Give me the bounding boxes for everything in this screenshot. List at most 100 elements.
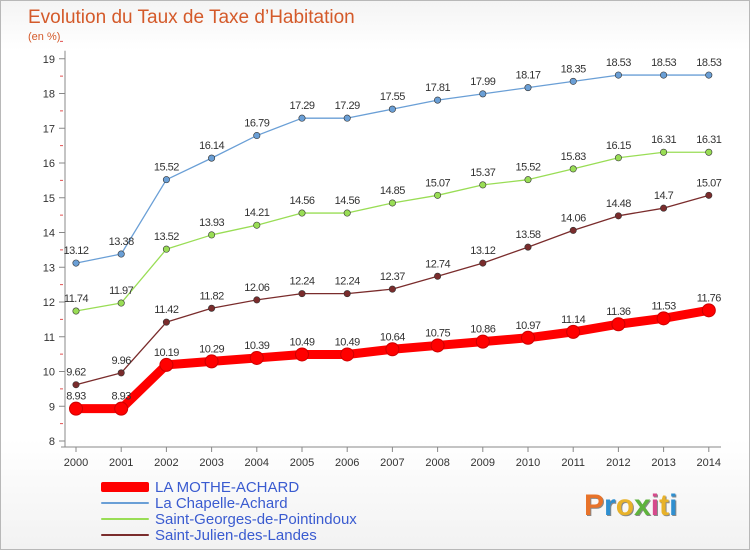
data-label: 16.31 [696,134,721,146]
x-tick-label: 2012 [606,457,630,469]
data-point [343,114,351,122]
data-point [656,311,671,326]
data-label: 11.14 [561,314,586,326]
data-point [566,324,581,339]
data-label: 15.07 [696,177,721,189]
data-label: 17.55 [380,91,405,103]
data-label: 8.93 [66,391,86,403]
x-tick-label: 2003 [199,457,223,469]
data-point [705,191,713,199]
data-point [614,71,622,79]
y-tick-label: 19 [43,54,55,66]
data-point [479,90,487,98]
data-point [117,299,125,307]
data-label: 13.12 [470,245,495,257]
data-label: 10.39 [244,340,269,352]
data-point [705,148,713,156]
data-label: 13.52 [154,231,179,243]
data-label: 11.97 [109,285,134,297]
data-label: 8.93 [111,391,131,403]
data-label: 11.76 [697,292,722,304]
data-point [614,154,622,162]
y-tick-label: 10 [43,367,55,379]
data-point [72,307,80,315]
data-point [388,199,396,207]
data-point [72,259,80,267]
proxiti-logo: Proxiti [584,489,678,522]
y-tick-label: 17 [43,123,55,135]
data-label: 14.56 [289,195,314,207]
data-point [298,114,306,122]
legend-label: Saint-Georges-de-Pointindoux [155,510,357,528]
data-point [117,250,125,258]
data-point [159,357,174,372]
data-point [162,318,170,326]
legend-swatch [101,534,149,536]
data-label: 11.36 [606,306,631,318]
data-point [524,84,532,92]
data-point [253,132,261,140]
data-label: 10.86 [470,324,495,336]
data-point [660,71,668,79]
data-point [208,154,216,162]
x-tick-label: 2000 [64,457,88,469]
data-point [298,290,306,298]
data-label: 9.62 [66,367,86,379]
data-point [524,243,532,251]
y-tick-label: 15 [43,193,55,205]
data-point [343,209,351,217]
data-point [479,259,487,267]
data-point [660,204,668,212]
data-label: 12.24 [289,276,314,288]
data-point [524,176,532,184]
data-point [611,317,626,332]
data-point [434,272,442,280]
data-point [208,304,216,312]
data-label: 14.56 [335,195,360,207]
data-label: 12.24 [335,276,360,288]
data-point [701,303,716,318]
data-label: 17.29 [289,100,314,112]
data-point [253,221,261,229]
data-point [343,290,351,298]
y-tick-label: 14 [43,228,55,240]
data-label: 10.64 [380,331,405,343]
data-label: 11.53 [651,300,676,312]
data-label: 15.07 [425,177,450,189]
data-label: 16.15 [606,140,631,152]
y-tick-label: 12 [43,297,55,309]
x-tick-label: 2002 [154,457,178,469]
data-label: 13.58 [515,229,540,241]
data-point [569,226,577,234]
data-label: 17.99 [470,76,495,88]
data-point [569,77,577,85]
chart-unit-label: (en %) [28,31,61,43]
data-point [162,176,170,184]
data-point [117,369,125,377]
data-label: 14.21 [244,207,269,219]
legend-item: Saint-Georges-de-Pointindoux [101,510,357,528]
x-tick-label: 2011 [561,457,585,469]
x-tick-label: 2013 [651,457,675,469]
data-point [385,342,400,357]
legend-label: Saint-Julien-des-Landes [155,526,317,544]
data-label: 10.49 [289,336,314,348]
x-tick-label: 2004 [245,457,269,469]
legend-label: La Chapelle-Achard [155,494,288,512]
data-label: 14.7 [654,190,674,202]
data-label: 10.97 [515,320,540,332]
data-label: 10.29 [199,343,224,355]
data-point [295,347,309,362]
data-point [69,401,83,416]
data-label: 16.14 [199,140,224,152]
x-tick-label: 2005 [290,457,314,469]
legend-item: LA MOTHE-ACHARD [101,479,299,496]
x-tick-label: 2008 [425,457,449,469]
legend-swatch [101,502,149,504]
y-tick-label: 9 [49,401,55,413]
data-point [72,381,80,389]
data-label: 18.53 [651,57,676,69]
data-label: 15.52 [515,162,540,174]
